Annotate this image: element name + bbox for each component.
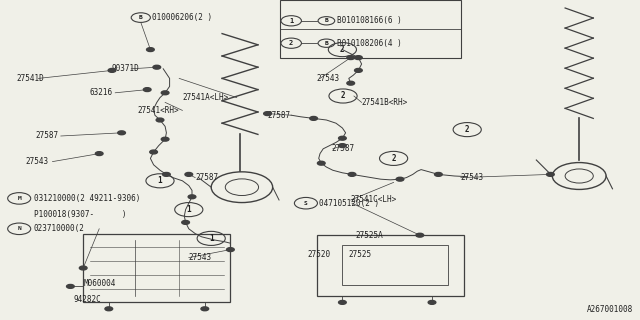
Text: B: B <box>324 41 328 46</box>
Bar <box>280 0 461 58</box>
Circle shape <box>153 65 161 69</box>
Text: M060004: M060004 <box>83 279 116 288</box>
Circle shape <box>428 300 436 304</box>
Circle shape <box>416 233 424 237</box>
Circle shape <box>161 91 169 95</box>
Text: 27543: 27543 <box>26 157 49 166</box>
Text: 27525A: 27525A <box>355 231 383 240</box>
Circle shape <box>310 116 317 120</box>
Circle shape <box>163 172 170 176</box>
Circle shape <box>108 68 116 72</box>
Text: 27541B<RH>: 27541B<RH> <box>362 98 408 107</box>
Text: 27587: 27587 <box>268 111 291 120</box>
Text: 27543: 27543 <box>461 173 484 182</box>
Circle shape <box>67 284 74 288</box>
Circle shape <box>396 177 404 181</box>
Text: 63216: 63216 <box>90 88 113 97</box>
Text: 27587: 27587 <box>195 173 218 182</box>
Bar <box>317 235 464 296</box>
Text: 2: 2 <box>340 92 346 100</box>
Circle shape <box>348 172 356 176</box>
Bar <box>342 245 448 285</box>
Circle shape <box>201 307 209 311</box>
Text: M: M <box>17 196 21 201</box>
Text: 1: 1 <box>186 205 191 214</box>
Text: 94282C: 94282C <box>74 295 101 304</box>
Text: 2: 2 <box>391 154 396 163</box>
Circle shape <box>182 220 189 224</box>
Text: 27543: 27543 <box>189 253 212 262</box>
Text: B010108166(6 ): B010108166(6 ) <box>337 16 402 25</box>
Text: 023710000(2: 023710000(2 <box>34 224 84 233</box>
Text: 27525: 27525 <box>349 250 372 259</box>
Text: 27541D: 27541D <box>16 74 44 83</box>
Text: 90371D: 90371D <box>112 64 140 73</box>
Circle shape <box>147 48 154 52</box>
Text: 27520: 27520 <box>307 250 330 259</box>
Circle shape <box>188 195 196 199</box>
Text: 27541C<LH>: 27541C<LH> <box>351 196 397 204</box>
Text: 047105120(2 ): 047105120(2 ) <box>319 199 379 208</box>
Text: 031210000(2 49211-9306): 031210000(2 49211-9306) <box>34 194 140 203</box>
Text: B: B <box>139 15 143 20</box>
Circle shape <box>95 152 103 156</box>
Text: 27587: 27587 <box>332 144 355 153</box>
Circle shape <box>150 150 157 154</box>
Circle shape <box>227 248 234 252</box>
Circle shape <box>317 161 325 165</box>
Circle shape <box>339 144 346 148</box>
Text: 27541A<LH>: 27541A<LH> <box>182 93 228 102</box>
Text: P100018(9307-      ): P100018(9307- ) <box>34 210 127 219</box>
Bar <box>83 234 230 302</box>
Circle shape <box>185 172 193 176</box>
Circle shape <box>339 136 346 140</box>
Text: 010006206(2 ): 010006206(2 ) <box>152 13 212 22</box>
Circle shape <box>143 88 151 92</box>
Circle shape <box>347 56 355 60</box>
Text: 1: 1 <box>209 234 214 243</box>
Text: 1: 1 <box>157 176 163 185</box>
Circle shape <box>105 307 113 311</box>
Text: B010108206(4 ): B010108206(4 ) <box>337 39 402 48</box>
Circle shape <box>156 118 164 122</box>
Circle shape <box>79 266 87 270</box>
Circle shape <box>355 56 362 60</box>
Circle shape <box>118 131 125 135</box>
Text: 27587: 27587 <box>35 132 58 140</box>
Text: 2: 2 <box>340 45 345 54</box>
Text: A267001008: A267001008 <box>588 305 634 314</box>
Circle shape <box>347 81 355 85</box>
Text: 27543: 27543 <box>317 74 340 83</box>
Circle shape <box>161 137 169 141</box>
Text: 1: 1 <box>289 18 293 24</box>
Text: S: S <box>304 201 308 206</box>
Text: 2: 2 <box>289 40 293 46</box>
Circle shape <box>355 68 362 72</box>
Circle shape <box>435 172 442 176</box>
Circle shape <box>547 172 554 176</box>
Text: B: B <box>324 18 328 23</box>
Text: 2: 2 <box>465 125 470 134</box>
Text: 27541<RH>: 27541<RH> <box>138 106 179 115</box>
Circle shape <box>339 300 346 304</box>
Circle shape <box>264 112 271 116</box>
Text: N: N <box>17 226 21 231</box>
